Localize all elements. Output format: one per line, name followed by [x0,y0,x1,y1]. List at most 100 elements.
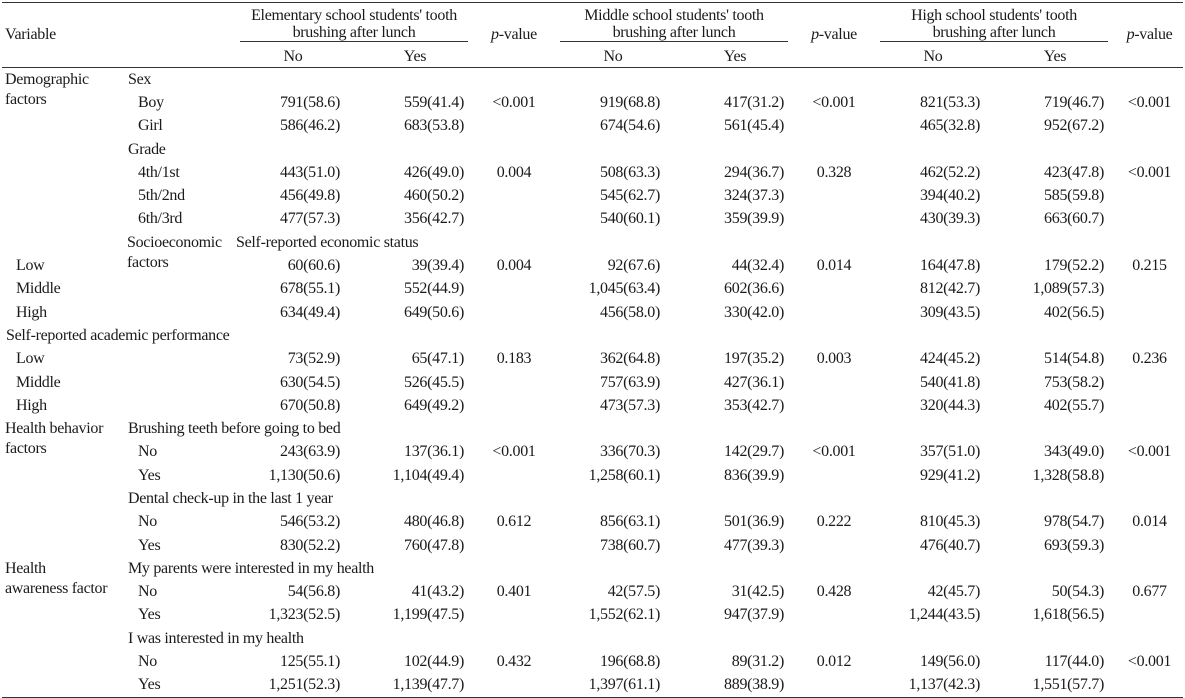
cell-m-yes: 889(38.9) [674,673,797,698]
category-line2: awareness factor [5,580,108,598]
cell-m-p [796,184,872,207]
table-row: Middle 678(55.1) 552(44.9) 1,045(63.4) 602(3… [2,278,1183,301]
p-italic: p [491,26,499,43]
variable-label: Self-reported economic status [236,233,419,251]
category-line2: factors [127,254,169,272]
table-row: No 243(63.9) 137(36.1) <0.001 336(70.3) 142(2… [2,441,1183,464]
cell-h-yes: 179(52.2) [1044,257,1105,275]
cell-m-yes: 89(31.2) [731,653,785,671]
cell-h-p: 0.215 [1132,257,1167,275]
cell-m-no: 362(64.8) [600,350,660,368]
cell-m-yes: 142(29.7) [724,443,785,461]
cell-m-p: <0.001 [812,93,856,111]
table-row: Low 73(52.9) 65(47.1) 0.183 362(64.8) 197(35.… [2,348,1183,371]
cell-h-p: 0.677 [1132,583,1167,601]
level-label: No [138,653,157,671]
cell-e-no: 125(55.1) [280,653,340,671]
cell-m-no: 456(58.0) [600,303,660,321]
cell-m-p: <0.001 [812,443,856,461]
cell-e-p: 0.401 [496,583,532,601]
middle-pvalue-header: p-value [796,2,873,68]
cell-e-p: <0.001 [492,443,536,461]
cell-h-no: 462(52.2) [920,163,981,181]
cell-m-no: 508(63.3) [600,163,660,181]
cell-h-yes: 719(46.7) [1044,93,1105,111]
cell-h-p: <0.001 [1127,93,1172,111]
category-line1: Health [5,560,46,578]
elementary-no-header: No [232,46,354,68]
cell-e-yes: 1,199(47.5) [392,606,465,624]
cell-h-p [1116,301,1183,324]
table-body: Demographic factors Sex Boy 791(58.6) 559(41.… [2,68,1184,698]
high-yes-header: Yes [994,46,1117,68]
cell-e-yes: 760(47.8) [404,536,464,554]
category-cell: Socioeconomic factors [124,231,232,417]
cell-m-p: 0.328 [816,163,852,181]
table-row: Low 60(60.6) 39(39.4) 0.004 92(67.6) 44(32.4)… [2,254,1183,277]
cell-m-yes: 324(37.3) [724,187,785,205]
cell-h-no: 821(53.3) [920,93,981,111]
level-label: Yes [138,466,161,484]
high-group-underline: High school students' tooth brushing aft… [880,7,1109,42]
variable-label: Brushing teeth before going to bed [128,420,341,438]
variable-label: I was interested in my health [128,629,304,647]
middle-group-header: Middle school students' tooth brushing a… [552,2,797,46]
cell-e-yes: 460(50.2) [404,187,464,205]
level-label: Middle [16,280,61,298]
cell-h-p [1116,604,1183,627]
cell-h-p [1116,184,1183,207]
cell-e-no: 546(53.2) [280,513,340,531]
cell-h-no: 812(42.7) [920,280,981,298]
cell-m-p: 0.003 [816,350,852,368]
level-label: 6th/3rd [138,210,183,228]
cell-h-no: 1,137(42.3) [872,673,995,698]
p-rest: -value [1134,26,1173,43]
level-label: Girl [138,117,163,135]
cell-m-yes: 836(39.9) [724,466,785,484]
elementary-pvalue-header: p-value [476,2,552,68]
cell-e-yes: 552(44.9) [404,280,464,298]
cell-m-yes: 197(35.2) [724,350,785,368]
table-row: Yes 1,130(50.6) 1,104(49.4) 1,258(60.1) 836(… [2,464,1183,487]
cell-h-no: 320(44.3) [920,396,981,414]
cell-e-no: 456(49.8) [280,187,340,205]
cell-h-no: 164(47.8) [920,257,981,275]
cell-m-p [796,115,872,138]
table-row: Middle 630(54.5) 526(45.5) 757(63.9) 427(36.… [2,371,1183,394]
cell-m-yes: 427(36.1) [724,373,785,391]
cell-e-yes: 65(47.1) [411,350,465,368]
cell-e-yes: 649(49.2) [404,396,464,414]
cell-h-no: 424(45.2) [920,350,981,368]
cell-e-no: 634(49.4) [280,303,340,321]
elementary-yes-header: Yes [354,46,476,68]
cell-m-no: 1,045(63.4) [588,280,661,298]
high-header-line1: High school students' tooth [911,7,1077,24]
cell-h-no: 357(51.0) [920,443,981,461]
level-label: High [16,303,47,321]
table-row: High 670(50.8) 649(49.2) 473(57.3) 353(42.7)… [2,394,1183,417]
variable-header: Variable [2,2,232,68]
variable-header-text: Variable [5,26,56,43]
cell-e-p [476,208,552,231]
cell-m-p [796,278,872,301]
high-group-header: High school students' tooth brushing aft… [872,2,1117,46]
cell-m-yes: 477(39.3) [724,536,785,554]
variable-label: My parents were interested in my health [128,559,374,577]
cell-e-yes: 356(42.7) [404,210,464,228]
table-row: 5th/2nd 456(49.8) 460(50.2) 545(62.7) 324(37… [2,184,1183,207]
table-row: Yes 1,251(52.3) 1,139(47.7) 1,397(61.1) 889(… [2,673,1184,698]
category-line2: factors [5,91,47,108]
cell-m-no: 757(63.9) [600,373,660,391]
cell-m-p [796,464,872,487]
cell-h-no: 476(40.7) [920,536,981,554]
high-no-header: No [872,46,995,68]
cell-m-p: 0.012 [816,653,852,671]
cell-e-no: 54(56.8) [287,583,341,601]
cell-h-no: 309(43.5) [920,303,981,321]
variable-label: Self-reported academic performance [6,326,230,344]
cell-e-p: 0.004 [496,163,532,181]
cell-e-no: 443(51.0) [280,163,340,181]
cell-m-p [796,534,872,557]
cell-e-p [476,371,552,394]
